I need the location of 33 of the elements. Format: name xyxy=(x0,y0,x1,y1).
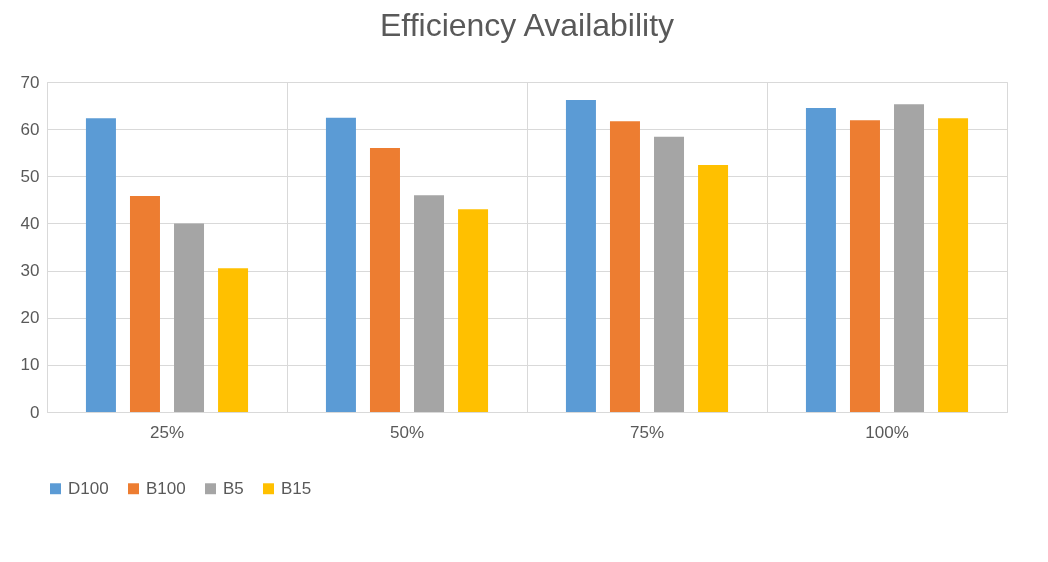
bar xyxy=(698,164,729,412)
bar xyxy=(325,117,356,412)
bar xyxy=(805,107,836,412)
chart-title: Efficiency Availability xyxy=(379,7,675,43)
bar xyxy=(369,148,400,412)
x-tick-label: 75% xyxy=(629,422,665,442)
bar xyxy=(218,268,249,412)
y-tick-label: 50 xyxy=(20,166,40,186)
legend-label: B5 xyxy=(223,478,244,498)
y-tick-label: 70 xyxy=(20,72,40,92)
legend-label: D100 xyxy=(68,478,109,498)
bar xyxy=(565,99,596,412)
bar xyxy=(849,120,880,412)
y-tick-label: 40 xyxy=(20,213,40,233)
bar xyxy=(414,195,445,412)
bar xyxy=(129,196,160,412)
y-tick-label: 60 xyxy=(20,119,40,139)
bar xyxy=(458,209,489,412)
legend-label: B15 xyxy=(281,478,312,498)
y-tick-label: 20 xyxy=(20,308,40,328)
y-tick-label: 30 xyxy=(20,261,40,281)
bar xyxy=(654,136,685,412)
bar xyxy=(85,118,116,412)
x-tick-label: 50% xyxy=(389,422,425,442)
x-tick-label: 100% xyxy=(865,422,909,442)
y-tick-label: 0 xyxy=(30,402,40,422)
x-tick-label: 25% xyxy=(149,422,185,442)
y-tick-label: 10 xyxy=(20,355,40,375)
bar xyxy=(938,118,969,412)
bar xyxy=(174,223,205,412)
bar xyxy=(609,121,640,412)
legend-label: B100 xyxy=(146,478,186,498)
bar xyxy=(894,104,925,412)
